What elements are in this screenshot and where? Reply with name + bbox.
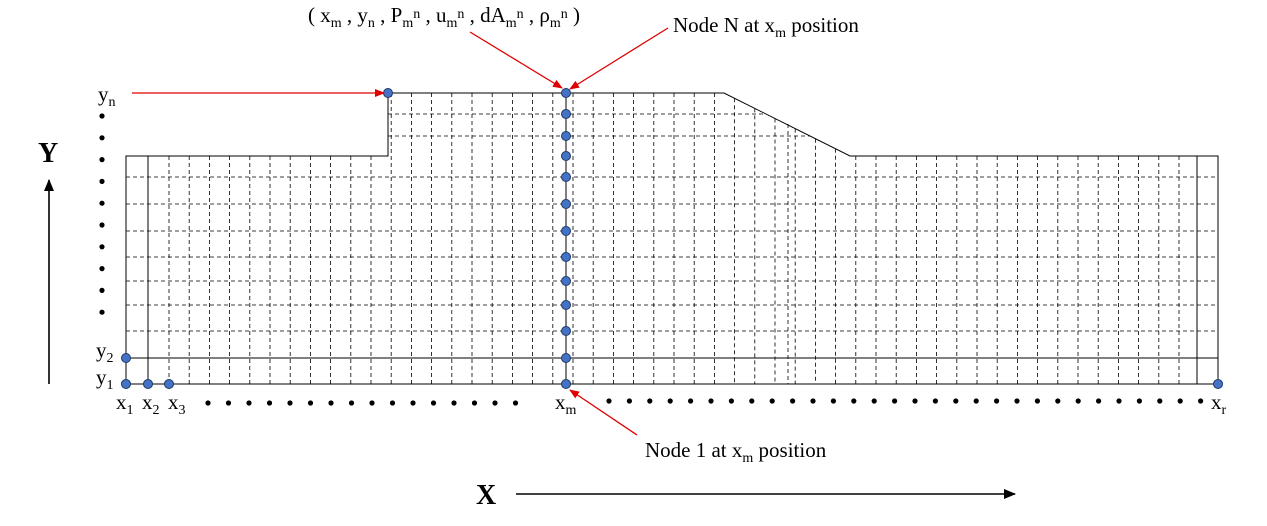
node-marker [121,379,131,389]
x-dot [892,398,898,404]
x-dot [688,398,694,404]
x-m-label: xm [555,390,577,418]
x-dot [728,398,735,404]
node-1-arrow [569,389,638,436]
x-dot [994,398,1000,404]
node-n-arrow [569,27,669,90]
x-dot [769,398,775,404]
node-marker [143,379,153,389]
x-dot [708,398,714,404]
node-markers [121,88,1223,389]
x-dot [266,400,273,406]
y-dots-column [99,113,105,315]
node-marker [561,252,571,262]
node-marker [561,151,571,161]
x-dot [451,400,457,406]
x-dot [1096,398,1102,404]
x-dot [830,398,837,404]
x-dot [512,400,519,406]
y-dot [99,178,105,184]
node-marker [561,88,571,98]
x-dot [647,398,653,404]
y-axis-title: Y [38,138,58,169]
node-marker [561,276,571,286]
x-dot [1136,398,1142,404]
x-dot [606,398,612,404]
x-dot [1116,398,1122,404]
node-marker [561,131,571,141]
y-1-label: y1 [96,365,114,393]
node-marker [561,172,571,182]
node-marker [561,379,571,389]
x-dot [1014,398,1020,404]
x-dots-row [205,398,1204,406]
node-marker [561,226,571,236]
mesh-outline [125,92,1219,385]
x-dot [667,398,673,404]
x-1-label: x1 [116,390,134,418]
x-axis-title: X [476,480,496,511]
x-dot [389,400,396,406]
y-dot [99,309,105,315]
x-dot [973,398,979,404]
tuple-arrow [469,31,563,89]
x-dot [932,398,939,404]
x-dot [348,400,355,406]
y-n-label: yn [98,82,116,110]
x-dot [307,400,314,406]
x-dot [328,400,334,406]
x-2-label: x2 [142,390,160,418]
x-dot [205,400,211,406]
x-dot [225,400,232,406]
mesh-grid [125,92,1219,385]
y-dot [99,222,105,228]
x-dot [369,400,375,406]
node-marker [121,353,131,363]
x-r-label: xr [1211,390,1227,418]
x-dot [790,398,796,404]
y-dot [99,244,105,250]
x-dot [287,400,293,406]
x-dot [1198,398,1204,404]
x-dot [410,400,416,406]
x-dot [912,398,918,404]
x-dot [1177,398,1183,404]
node-tuple-label: ( xm , yn , Pmn , umn , dAmn , ρmn ) [308,3,580,31]
x-3-label: x3 [168,390,186,418]
x-dot [851,398,857,404]
y-2-label: y2 [96,338,114,366]
x-dot [1075,398,1081,404]
x-dot [953,398,959,404]
y-dot [99,135,105,141]
node-marker [561,300,571,310]
x-dot [871,398,877,404]
node-marker [561,109,571,119]
x-dot [1055,398,1061,404]
y-dot [99,113,105,119]
y-dot [99,287,105,293]
y-dot [99,266,105,272]
y-dot [99,200,105,206]
node-n-label: Node N at xm position [673,13,859,41]
x-dot [1157,398,1163,404]
x-dot [471,400,478,406]
x-dot [626,398,633,404]
node-marker [383,88,393,98]
node-marker [1213,379,1223,389]
node-marker [164,379,174,389]
x-dot [246,400,252,406]
node-marker [561,353,571,363]
node-marker [561,199,571,209]
x-dot [749,398,755,404]
x-dot [430,400,437,406]
x-dot [810,398,816,404]
x-dot [492,400,498,406]
y-dot [99,157,105,163]
node-marker [561,326,571,336]
x-dot [1034,398,1040,404]
node-1-label: Node 1 at xm position [645,438,827,466]
